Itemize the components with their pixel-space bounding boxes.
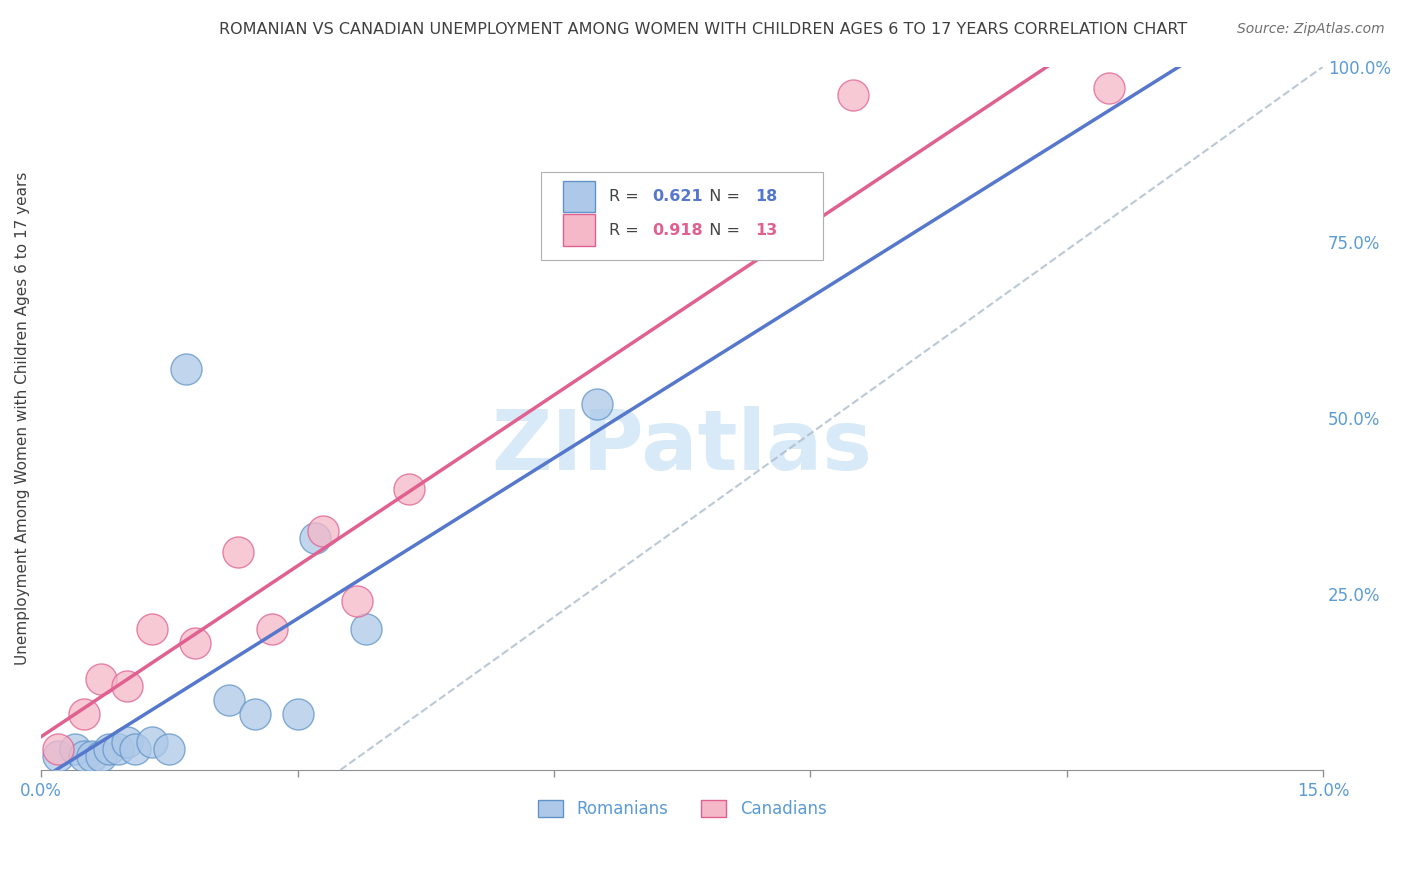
Point <box>243 706 266 721</box>
Text: R =: R = <box>609 223 644 238</box>
Text: 13: 13 <box>755 223 778 238</box>
Point <box>82 748 104 763</box>
FancyBboxPatch shape <box>541 172 823 260</box>
Point <box>141 623 163 637</box>
Point <box>115 735 138 749</box>
FancyBboxPatch shape <box>562 214 595 246</box>
Y-axis label: Unemployment Among Women with Children Ages 6 to 17 years: Unemployment Among Women with Children A… <box>15 171 30 665</box>
Point <box>1098 80 1121 95</box>
Text: 0.621: 0.621 <box>652 189 703 204</box>
Point <box>98 742 121 756</box>
Legend: Romanians, Canadians: Romanians, Canadians <box>531 794 834 825</box>
Text: 18: 18 <box>755 189 778 204</box>
FancyBboxPatch shape <box>562 180 595 212</box>
Text: ROMANIAN VS CANADIAN UNEMPLOYMENT AMONG WOMEN WITH CHILDREN AGES 6 TO 17 YEARS C: ROMANIAN VS CANADIAN UNEMPLOYMENT AMONG … <box>219 22 1187 37</box>
Point <box>73 748 96 763</box>
Point <box>312 524 335 538</box>
Text: N =: N = <box>699 189 745 204</box>
Point <box>218 692 240 706</box>
Point <box>73 706 96 721</box>
Text: 0.918: 0.918 <box>652 223 703 238</box>
Point <box>398 482 420 496</box>
Point <box>176 362 198 376</box>
Point <box>585 397 607 411</box>
Point <box>65 742 87 756</box>
Text: R =: R = <box>609 189 644 204</box>
Point <box>124 742 146 756</box>
Point <box>842 87 865 102</box>
Point <box>184 636 207 650</box>
Point <box>304 531 326 545</box>
Point <box>115 679 138 693</box>
Point <box>141 735 163 749</box>
Point <box>157 742 180 756</box>
Point <box>346 594 368 608</box>
Point <box>90 748 112 763</box>
Point <box>260 623 283 637</box>
Text: N =: N = <box>699 223 745 238</box>
Point <box>354 623 377 637</box>
Point <box>90 672 112 686</box>
Point <box>226 545 249 559</box>
Text: Source: ZipAtlas.com: Source: ZipAtlas.com <box>1237 22 1385 37</box>
Point <box>287 706 309 721</box>
Point <box>46 748 69 763</box>
Text: ZIPatlas: ZIPatlas <box>492 406 873 487</box>
Point <box>107 742 129 756</box>
Point <box>46 742 69 756</box>
